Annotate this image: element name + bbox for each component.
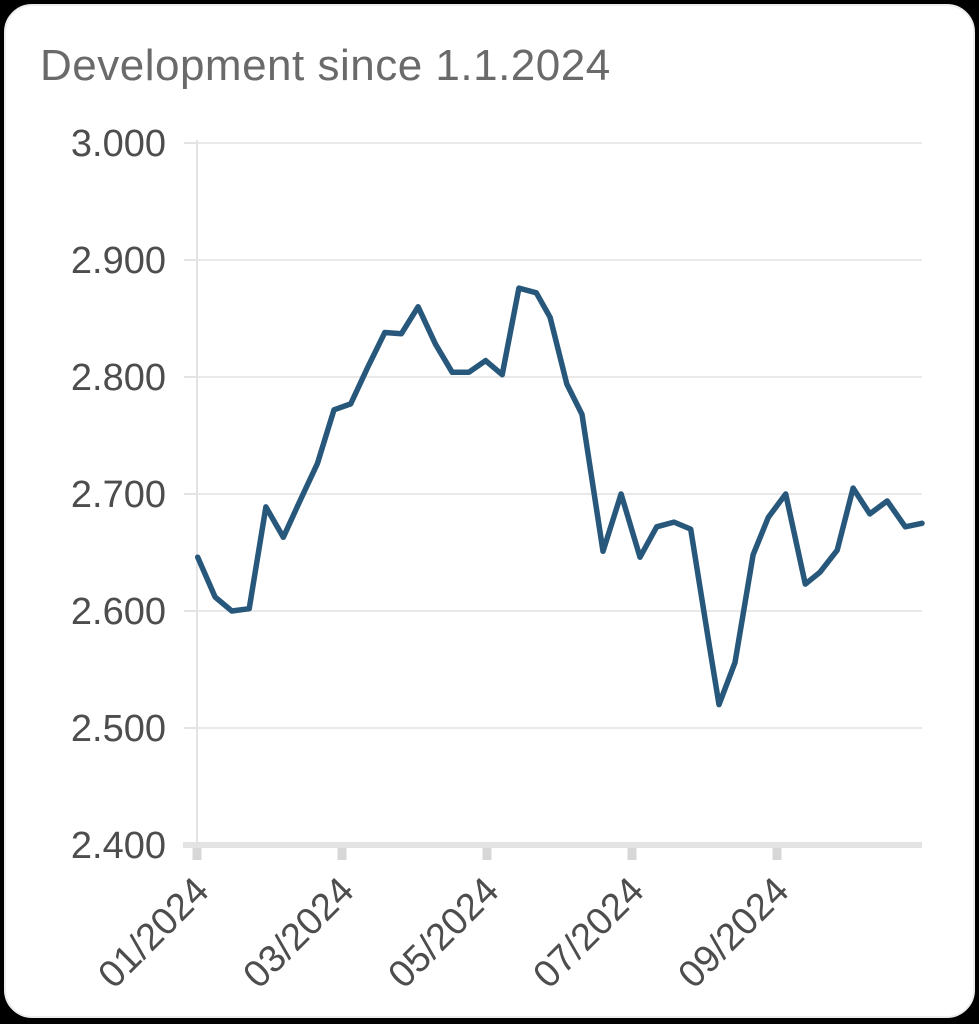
x-tick xyxy=(337,848,347,860)
y-tick-label: 2.400 xyxy=(71,825,166,867)
x-tick-label: 01/2024 xyxy=(91,870,218,997)
x-tick-label: 07/2024 xyxy=(526,870,653,997)
y-tick-label: 2.900 xyxy=(71,240,166,282)
x-tick-label: 09/2024 xyxy=(671,870,798,997)
y-tick-label: 2.600 xyxy=(71,591,166,633)
y-tick-label: 2.500 xyxy=(71,708,166,750)
x-tick xyxy=(192,848,202,860)
x-tick-label: 03/2024 xyxy=(236,870,363,997)
data-line-index-value xyxy=(194,285,925,708)
x-tick xyxy=(772,848,782,860)
y-tick-label: 2.700 xyxy=(71,474,166,516)
x-tick xyxy=(482,848,492,860)
x-tick-label: 05/2024 xyxy=(381,870,508,997)
y-tick-label: 3.000 xyxy=(71,123,166,165)
chart-title: Development since 1.1.2024 xyxy=(40,41,611,90)
x-tick xyxy=(627,848,637,860)
y-tick-label: 2.800 xyxy=(71,357,166,399)
